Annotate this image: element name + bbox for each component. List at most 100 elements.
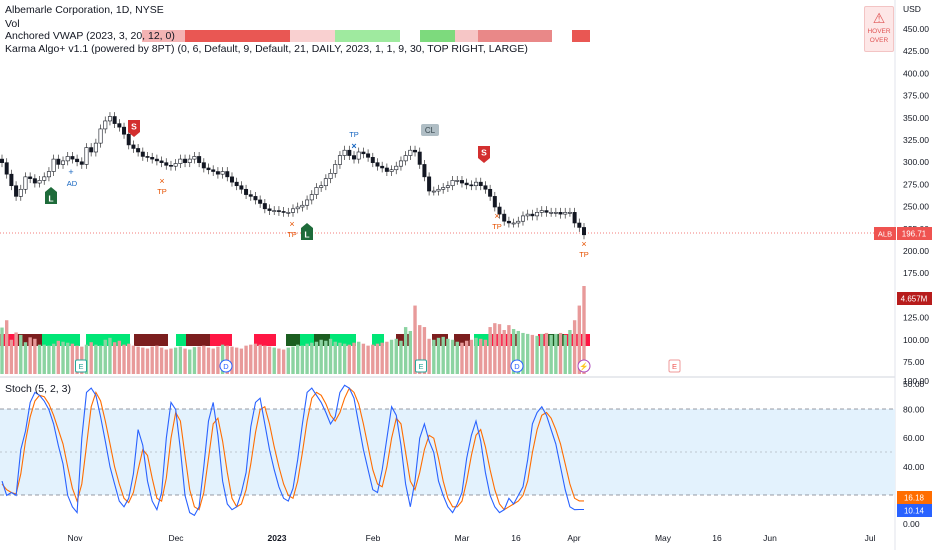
volume-bar [502, 330, 506, 374]
volume-bar [230, 346, 234, 374]
candle-up [295, 206, 300, 210]
volume-bar [488, 327, 492, 374]
volume-bar [5, 320, 9, 374]
time-tick: Jun [763, 533, 777, 543]
candle-up [474, 181, 479, 187]
candle-down [253, 196, 258, 201]
volume-bar [352, 342, 356, 374]
volume-bar [216, 346, 220, 374]
candle-down [140, 151, 145, 157]
volume-bar [572, 320, 577, 374]
karma-segment [186, 334, 210, 346]
candle-down [70, 156, 75, 160]
volume-bar [441, 336, 445, 374]
candle-down [361, 151, 366, 155]
price-tick: 200.00 [903, 246, 929, 256]
volume-bar [173, 347, 178, 374]
volume-bar [14, 332, 18, 374]
volume-bar [530, 334, 535, 374]
price-tick: 350.00 [903, 113, 929, 123]
candle-up [173, 163, 178, 167]
tp-label: TP [287, 230, 297, 239]
symbol-title[interactable]: Albemarle Corporation, 1D, NYSE [5, 4, 164, 16]
candle-down [366, 153, 371, 158]
volume-bar [375, 343, 380, 374]
anchor-plus: + [68, 167, 73, 177]
karma-segment [564, 334, 590, 346]
candle-down [488, 188, 493, 197]
volume-legend[interactable]: Vol [5, 18, 20, 30]
vwap-legend[interactable]: Anchored VWAP (2023, 3, 20, 12, 0) [5, 30, 175, 42]
price-tick: 75.00 [903, 357, 925, 367]
candle-up [450, 180, 455, 187]
vwap-segment [335, 30, 400, 42]
volume-bar [319, 339, 323, 374]
karma-signal-strip [0, 334, 590, 346]
candle-down [417, 151, 422, 165]
upcoming-earnings-label: E [672, 362, 677, 371]
volume-bar [94, 344, 98, 374]
candle-up [18, 188, 23, 197]
volume-bar [493, 323, 497, 374]
last-price-tag [897, 227, 932, 240]
karma-segment [254, 334, 276, 346]
time-tick: May [655, 533, 672, 543]
candle-up [539, 210, 544, 213]
stoch-tick: 100.00 [903, 376, 929, 386]
signal-label: L [304, 230, 309, 240]
candle-down [464, 182, 469, 186]
karma-segment [492, 334, 512, 346]
time-axis[interactable]: Nov Dec 2023 Feb Mar 16 Apr May 16 Jun Jul [67, 533, 875, 543]
volume-bar [469, 339, 474, 374]
stoch-tick: 0.00 [903, 519, 920, 529]
candle-down [530, 213, 535, 217]
candle-down [582, 227, 586, 236]
volume-bar [117, 340, 122, 374]
candle-down [422, 164, 427, 178]
candle-down [544, 210, 549, 213]
candle-down [215, 171, 220, 175]
candle-down [258, 199, 263, 204]
price-axis[interactable]: USD 450.00 425.00 400.00 375.00 350.00 325.00 3… [874, 4, 932, 389]
candle-down [145, 156, 150, 158]
candle-down [117, 123, 122, 128]
volume-bar [324, 340, 328, 374]
volume-bar [347, 344, 352, 374]
volume-bar [89, 342, 93, 374]
stoch-tick: 60.00 [903, 433, 925, 443]
price-candles[interactable] [0, 112, 586, 240]
time-tick: Mar [455, 533, 470, 543]
volume-bar [206, 347, 211, 374]
earnings-marker [415, 359, 427, 373]
price-tick: 400.00 [903, 68, 929, 78]
volume-bar [244, 345, 248, 374]
price-tick: 425.00 [903, 46, 929, 56]
stoch-k-value: 10.14 [904, 507, 925, 516]
volume-bar [427, 338, 431, 374]
volume-bar [197, 346, 201, 374]
volume-bar [483, 339, 488, 374]
karma-segment [176, 334, 186, 346]
volume-bar [183, 348, 187, 374]
candle-down [234, 181, 239, 187]
warning-icon: ⚠ [872, 10, 886, 26]
hover-over-widget[interactable]: ⚠ HOVER OVER [864, 6, 894, 52]
candle-up [455, 180, 460, 182]
volume-bar [558, 332, 563, 374]
karma-segment [42, 334, 80, 346]
volume-bar [563, 334, 567, 374]
karma-legend[interactable]: Karma Algo+ v1.1 (powered by 8PT) (0, 6,… [5, 43, 528, 55]
karma-segment [286, 334, 300, 346]
volume-bar [403, 327, 408, 374]
volume-bar [145, 348, 150, 374]
stoch-legend[interactable]: Stoch (5, 2, 3) [5, 383, 71, 395]
candle-down [159, 160, 164, 163]
candle-up [309, 194, 314, 201]
candle-down [497, 206, 502, 215]
tp-cross: × [351, 141, 356, 151]
tp-label: TP [157, 187, 167, 196]
volume-bar [112, 342, 117, 374]
volume-bar [192, 347, 197, 374]
